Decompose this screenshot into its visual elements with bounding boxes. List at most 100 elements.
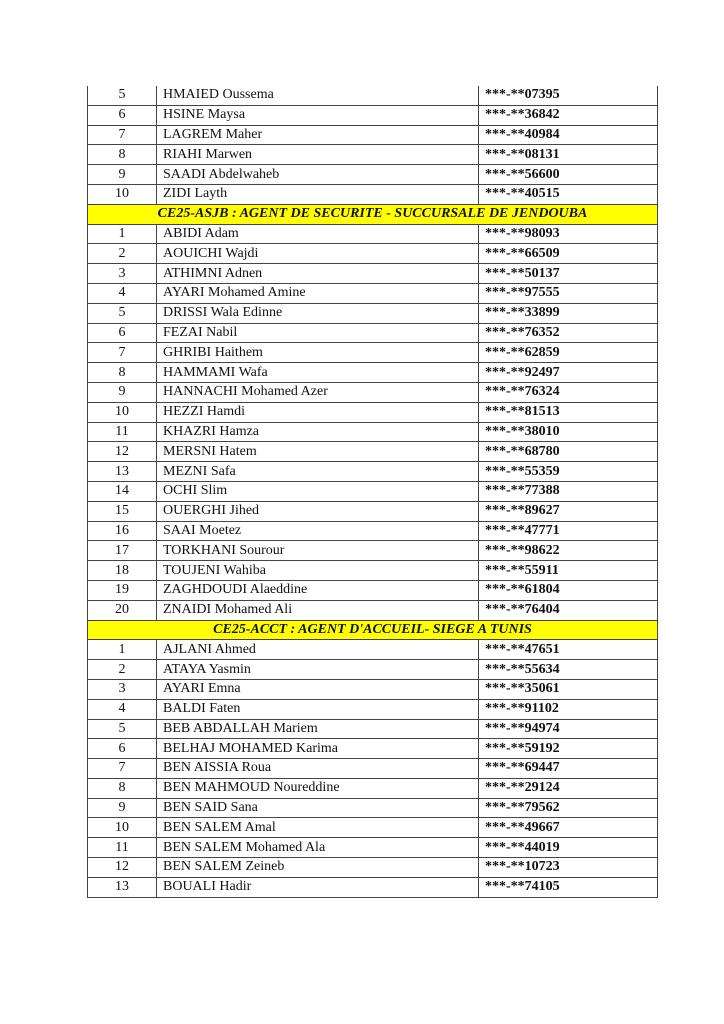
table-row: 17 TORKHANI Sourour ***-**98622 [87, 540, 658, 562]
candidate-name: DRISSI Wala Edinne [156, 302, 479, 324]
table-row: 3 ATHIMNI Adnen ***-**50137 [87, 263, 658, 284]
candidate-id: ***-**40984 [478, 124, 658, 146]
row-number: 4 [87, 282, 157, 304]
candidate-name: AYARI Mohamed Amine [156, 282, 479, 304]
candidate-id: ***-**44019 [478, 837, 658, 859]
candidate-name: ATHIMNI Adnen [156, 263, 479, 284]
candidate-name: TOUJENI Wahiba [156, 560, 479, 581]
candidate-id: ***-**81513 [478, 401, 658, 423]
row-number: 5 [87, 302, 157, 324]
candidate-id: ***-**50137 [478, 263, 658, 284]
table-row: 12 BEN SALEM Zeineb ***-**10723 [87, 857, 658, 878]
table-row: 6 HSINE Maysa ***-**36842 [87, 104, 658, 126]
table-row: 10 BEN SALEM Amal ***-**49667 [87, 817, 658, 839]
table-row: 3 AYARI Emna ***-**35061 [87, 678, 658, 700]
section-header: CE25-ACCT : AGENT D'ACCUEIL- SIEGE A TUN… [87, 619, 658, 641]
candidate-id: ***-**89627 [478, 500, 658, 522]
row-number: 8 [87, 777, 157, 799]
row-number: 11 [87, 421, 157, 443]
table-row: 5 HMAIED Oussema ***-**07395 [87, 86, 658, 106]
candidate-name: ABIDI Adam [156, 223, 479, 245]
candidate-name: HAMMAMI Wafa [156, 362, 479, 383]
table-row: 7 BEN AISSIA Roua ***-**69447 [87, 758, 658, 779]
candidate-id: ***-**98093 [478, 223, 658, 245]
candidate-name: BEN SALEM Amal [156, 817, 479, 839]
candidate-id: ***-**76404 [478, 599, 658, 621]
table-row: 10 ZIDI Layth ***-**40515 [87, 183, 658, 205]
section-title: CE25-ASJB : AGENT DE SECURITE - SUCCURSA… [87, 203, 658, 225]
table-row: 6 BELHAJ MOHAMED Karima ***-**59192 [87, 738, 658, 760]
row-number: 12 [87, 441, 157, 463]
candidate-id: ***-**69447 [478, 758, 658, 779]
table-row: 20 ZNAIDI Mohamed Ali ***-**76404 [87, 599, 658, 621]
candidate-name: BOUALI Hadir [156, 876, 479, 898]
candidate-name: HANNACHI Mohamed Azer [156, 381, 479, 403]
candidate-id: ***-**98622 [478, 540, 658, 562]
candidate-id: ***-**33899 [478, 302, 658, 324]
table-row: 8 HAMMAMI Wafa ***-**92497 [87, 362, 658, 383]
table-row: 12 MERSNI Hatem ***-**68780 [87, 441, 658, 463]
candidate-id: ***-**10723 [478, 857, 658, 878]
row-number: 11 [87, 837, 157, 859]
candidate-id: ***-**76324 [478, 381, 658, 403]
candidate-name: GHRIBI Haithem [156, 342, 479, 364]
candidate-id: ***-**36842 [478, 104, 658, 126]
candidate-id: ***-**91102 [478, 698, 658, 720]
row-number: 9 [87, 797, 157, 819]
candidate-id: ***-**47651 [478, 639, 658, 661]
row-number: 2 [87, 659, 157, 680]
row-number: 10 [87, 183, 157, 205]
table-row: 1 ABIDI Adam ***-**98093 [87, 223, 658, 245]
candidate-id: ***-**68780 [478, 441, 658, 463]
row-number: 8 [87, 362, 157, 383]
row-number: 6 [87, 322, 157, 344]
candidate-name: ZIDI Layth [156, 183, 479, 205]
candidate-name: MERSNI Hatem [156, 441, 479, 463]
row-number: 4 [87, 698, 157, 720]
candidate-id: ***-**76352 [478, 322, 658, 344]
table-row: 11 KHAZRI Hamza ***-**38010 [87, 421, 658, 443]
row-number: 12 [87, 857, 157, 878]
candidate-name: BELHAJ MOHAMED Karima [156, 738, 479, 760]
table-row: 2 ATAYA Yasmin ***-**55634 [87, 659, 658, 680]
candidates-table-body: 5 HMAIED Oussema ***-**07395 6 HSINE Maysa **… [87, 86, 658, 898]
candidate-id: ***-**55359 [478, 461, 658, 482]
candidate-id: ***-**07395 [478, 86, 658, 106]
candidate-name: HMAIED Oussema [156, 86, 479, 106]
candidate-name: BALDI Faten [156, 698, 479, 720]
candidate-id: ***-**56600 [478, 164, 658, 185]
candidate-name: FEZAI Nabil [156, 322, 479, 344]
row-number: 3 [87, 263, 157, 284]
row-number: 2 [87, 243, 157, 265]
candidates-table: 5 HMAIED Oussema ***-**07395 6 HSINE Maysa **… [87, 86, 658, 898]
candidate-id: ***-**92497 [478, 362, 658, 383]
candidate-id: ***-**29124 [478, 777, 658, 799]
table-row: 4 BALDI Faten ***-**91102 [87, 698, 658, 720]
candidate-id: ***-**59192 [478, 738, 658, 760]
table-row: 13 BOUALI Hadir ***-**74105 [87, 876, 658, 898]
candidate-name: ZNAIDI Mohamed Ali [156, 599, 479, 621]
table-row: 13 MEZNI Safa ***-**55359 [87, 461, 658, 482]
table-row: 8 RIAHI Marwen ***-**08131 [87, 144, 658, 166]
candidate-name: ATAYA Yasmin [156, 659, 479, 680]
row-number: 20 [87, 599, 157, 621]
row-number: 6 [87, 738, 157, 760]
table-row: 5 DRISSI Wala Edinne ***-**33899 [87, 302, 658, 324]
candidate-name: RIAHI Marwen [156, 144, 479, 166]
row-number: 19 [87, 579, 157, 601]
table-row: 14 OCHI Slim ***-**77388 [87, 480, 658, 502]
row-number: 15 [87, 500, 157, 522]
row-number: 13 [87, 876, 157, 898]
table-row: 18 TOUJENI Wahiba ***-**55911 [87, 560, 658, 581]
row-number: 18 [87, 560, 157, 581]
row-number: 1 [87, 223, 157, 245]
candidate-id: ***-**94974 [478, 718, 658, 740]
table-row: 2 AOUICHI Wajdi ***-**66509 [87, 243, 658, 265]
candidate-name: MEZNI Safa [156, 461, 479, 482]
candidate-id: ***-**77388 [478, 480, 658, 502]
candidate-name: BEN SALEM Mohamed Ala [156, 837, 479, 859]
candidate-id: ***-**38010 [478, 421, 658, 443]
candidate-name: AOUICHI Wajdi [156, 243, 479, 265]
candidate-name: BEN AISSIA Roua [156, 758, 479, 779]
table-row: 6 FEZAI Nabil ***-**76352 [87, 322, 658, 344]
